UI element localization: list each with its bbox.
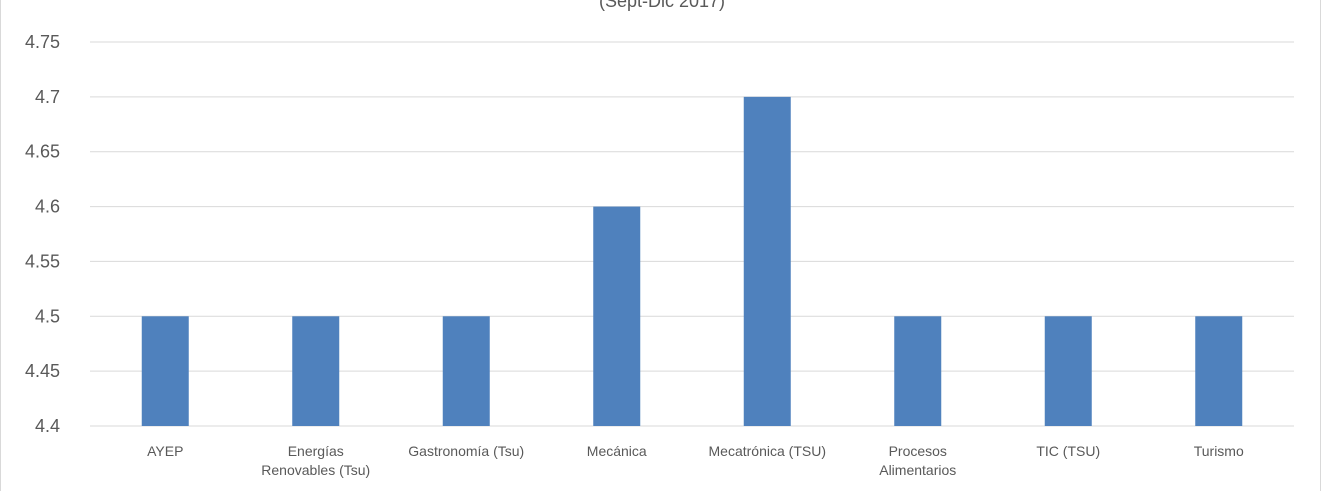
bar: [442, 316, 490, 426]
y-tick-label: 4.7: [35, 87, 60, 107]
x-category-label: Alimentarios: [879, 462, 956, 478]
bar: [141, 316, 189, 426]
x-category-label: Mecánica: [587, 443, 647, 459]
bar: [743, 96, 791, 426]
y-tick-labels: 4.4 4.45 4.5 4.55 4.6 4.65 4.7 4.75: [25, 32, 60, 436]
x-category-label: TIC (TSU): [1036, 443, 1100, 459]
x-category-labels: AYEP Energías Renovables (Tsu) Gastronomía …: [147, 443, 1244, 478]
y-tick-label: 4.55: [25, 251, 60, 271]
bar: [1044, 316, 1092, 426]
y-tick-label: 4.6: [35, 197, 60, 217]
bar: [593, 206, 641, 426]
bar: [1195, 316, 1243, 426]
y-tick-label: 4.65: [25, 142, 60, 162]
x-category-label: Mecatrónica (TSU): [709, 443, 826, 459]
x-category-label: AYEP: [147, 443, 183, 459]
y-tick-label: 4.45: [25, 361, 60, 381]
chart-title: (Sept-Dic 2017): [599, 0, 725, 11]
y-tick-label: 4.5: [35, 306, 60, 326]
x-category-label: Turismo: [1194, 443, 1244, 459]
x-category-label: Gastronomía (Tsu): [408, 443, 524, 459]
x-category-label: Procesos: [889, 443, 947, 459]
gridlines: [90, 41, 1294, 427]
y-tick-label: 4.4: [35, 416, 60, 436]
bar: [292, 316, 340, 426]
bar: [894, 316, 942, 426]
y-tick-label: 4.75: [25, 32, 60, 52]
bars: [141, 96, 1243, 426]
x-category-label: Renovables (Tsu): [261, 462, 370, 478]
x-category-label: Energías: [288, 443, 344, 459]
